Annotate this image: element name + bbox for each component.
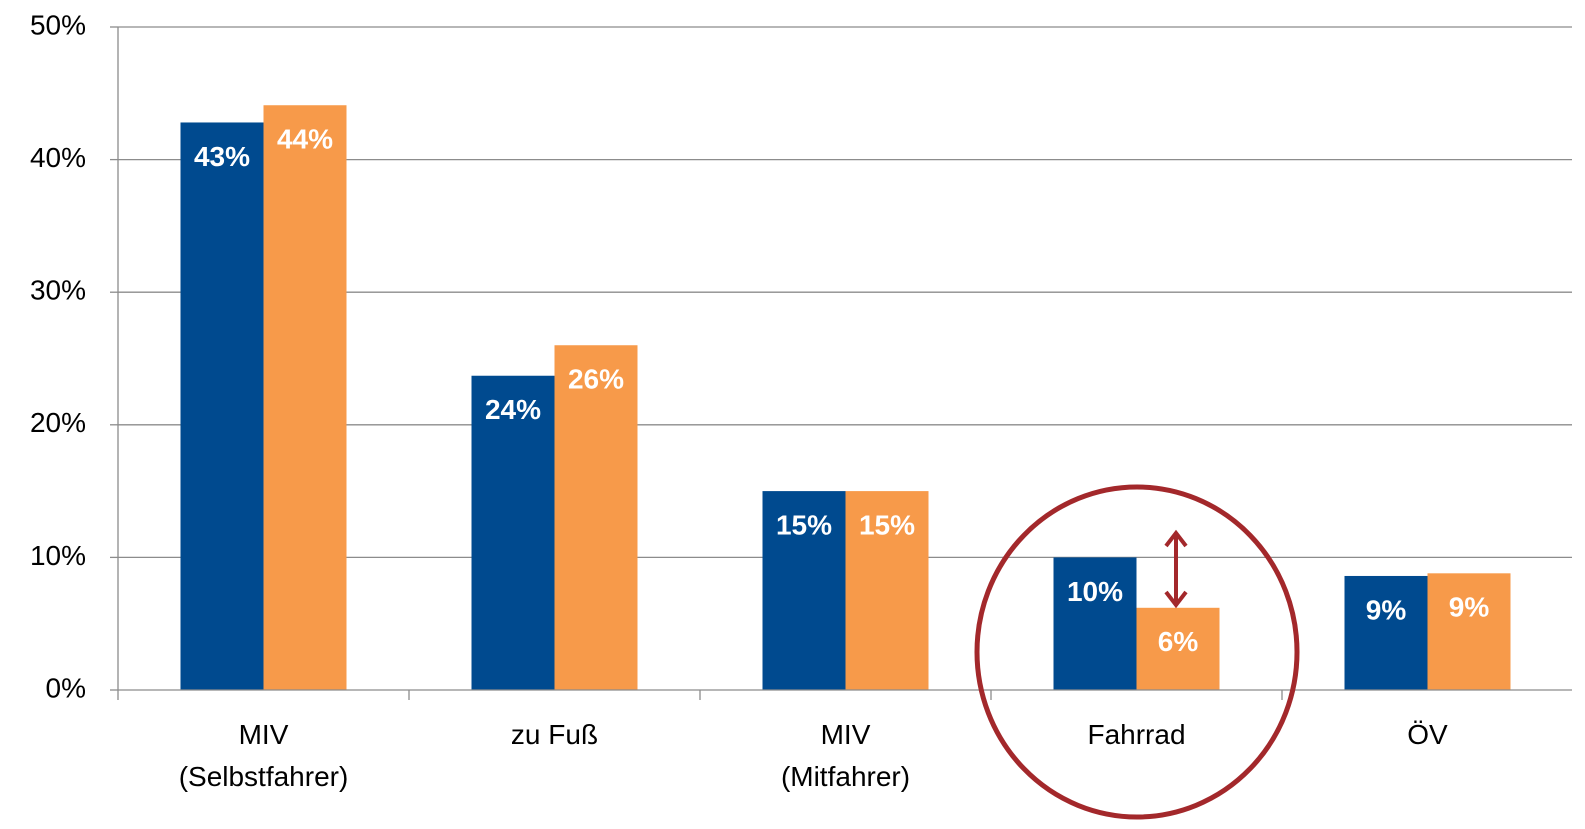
- bar: [845, 491, 929, 690]
- y-tick-label: 50%: [30, 9, 86, 40]
- x-tick-label: ÖV: [1407, 719, 1448, 750]
- y-tick-label: 40%: [30, 142, 86, 173]
- data-label: 26%: [568, 364, 624, 395]
- data-label: 44%: [277, 124, 333, 155]
- y-tick-label: 0%: [46, 672, 86, 703]
- y-tick-label: 20%: [30, 407, 86, 438]
- bar: [762, 491, 846, 690]
- bar: [263, 105, 347, 690]
- data-label: 15%: [776, 509, 832, 540]
- bar: [180, 122, 264, 691]
- bar: [1427, 573, 1511, 690]
- data-label: 9%: [1366, 594, 1407, 625]
- data-label: 24%: [485, 394, 541, 425]
- data-label: 9%: [1449, 592, 1490, 623]
- bar: [554, 345, 638, 690]
- y-tick-label: 30%: [30, 275, 86, 306]
- x-tick-label: MIV (Selbstfahrer): [178, 719, 349, 792]
- bar: [1344, 575, 1428, 690]
- x-tick-label: Fahrrad: [1087, 719, 1186, 750]
- x-tick-label: MIV (Mitfahrer): [780, 719, 911, 792]
- x-tick-label: zu Fuß: [510, 719, 599, 750]
- bar: [471, 375, 555, 690]
- bar: [1053, 557, 1137, 690]
- data-label: 43%: [194, 141, 250, 172]
- data-label: 15%: [859, 509, 915, 540]
- data-label: 10%: [1067, 576, 1123, 607]
- bar: [1136, 607, 1220, 690]
- difference-arrow: [1164, 529, 1188, 609]
- data-label: 6%: [1158, 626, 1199, 657]
- highlight-circle: [974, 484, 1300, 820]
- y-tick-label: 10%: [30, 540, 86, 571]
- plot: 0% 10% 20% 30% 40% 50% 43% 24% 15% 10% 9% 44% 26% 15%…: [30, 9, 1572, 703]
